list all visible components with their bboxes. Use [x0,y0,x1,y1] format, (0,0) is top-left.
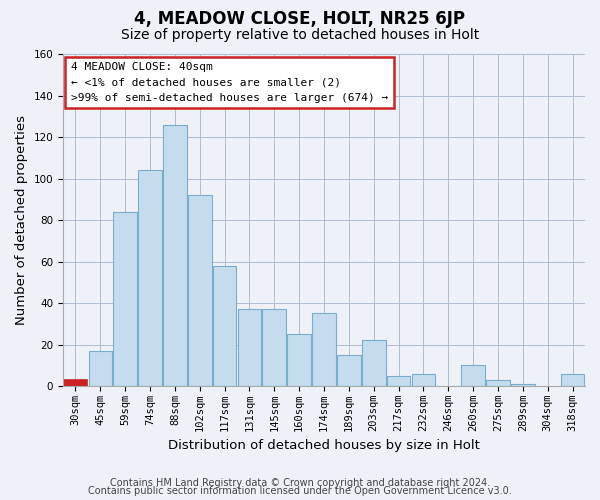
Bar [412,374,435,386]
Text: Size of property relative to detached houses in Holt: Size of property relative to detached ho… [121,28,479,42]
Bar [337,355,361,386]
Bar [511,384,535,386]
Bar [312,314,336,386]
Bar [138,170,162,386]
Text: 4 MEADOW CLOSE: 40sqm
← <1% of detached houses are smaller (2)
>99% of semi-deta: 4 MEADOW CLOSE: 40sqm ← <1% of detached … [71,62,388,102]
Bar [362,340,386,386]
Bar [238,309,261,386]
Bar [287,334,311,386]
Text: Contains HM Land Registry data © Crown copyright and database right 2024.: Contains HM Land Registry data © Crown c… [110,478,490,488]
Bar [387,376,410,386]
Bar [113,212,137,386]
Bar [89,350,112,386]
Bar [188,195,212,386]
Bar [213,266,236,386]
Bar [64,380,87,386]
Bar [561,374,584,386]
Bar [461,366,485,386]
Bar [486,380,510,386]
Text: Contains public sector information licensed under the Open Government Licence v3: Contains public sector information licen… [88,486,512,496]
Y-axis label: Number of detached properties: Number of detached properties [15,115,28,325]
X-axis label: Distribution of detached houses by size in Holt: Distribution of detached houses by size … [168,440,480,452]
Bar [163,124,187,386]
Text: 4, MEADOW CLOSE, HOLT, NR25 6JP: 4, MEADOW CLOSE, HOLT, NR25 6JP [134,10,466,28]
Bar [262,309,286,386]
